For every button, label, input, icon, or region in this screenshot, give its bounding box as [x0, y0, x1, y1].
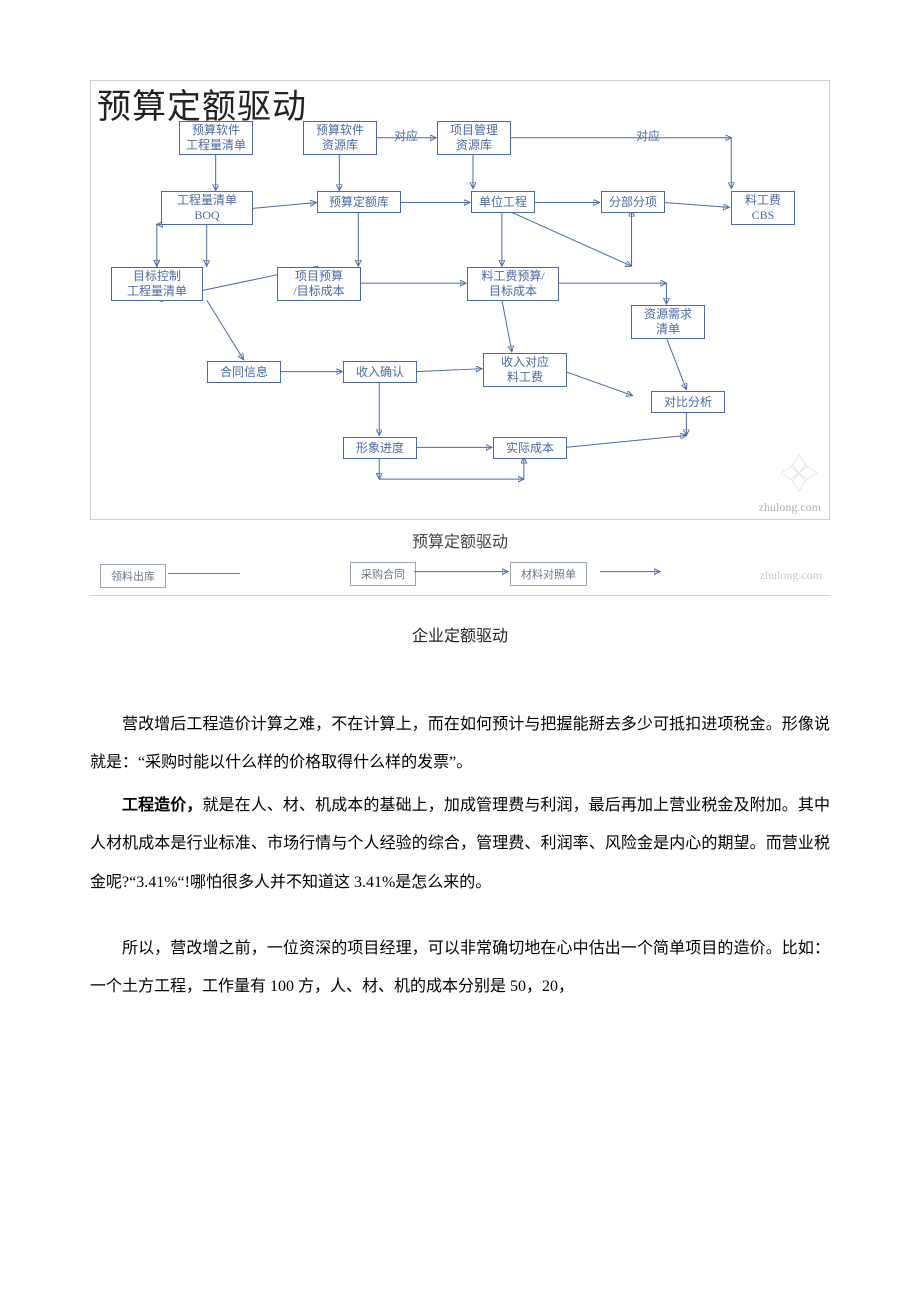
node-r3a: 目标控制 工程量清单 — [111, 267, 203, 301]
node-r2c: 单位工程 — [471, 191, 535, 213]
strip-node-b: 采购合同 — [350, 562, 416, 586]
node-r3b: 项目预算 /目标成本 — [277, 267, 361, 301]
flowchart-strip: 领料出库 采购合同 材料对照单 zhulong.com — [90, 556, 830, 596]
strip-caption: 预算定额驱动 — [90, 528, 830, 552]
caption-enterprise-quota: 企业定额驱动 — [90, 622, 830, 646]
strip-node-a: 领料出库 — [100, 564, 166, 588]
node-r1c: 项目管理 资源库 — [437, 121, 511, 155]
node-r7b: 实际成本 — [493, 437, 567, 459]
paragraph-3: 所以，营改增之前，一位资深的项目经理，可以非常确切地在心中估出一个简单项目的造价… — [90, 930, 830, 1007]
paragraph-2: 工程造价，就是在人、材、机成本的基础上，加成管理费与利润，最后再加上营业税金及附… — [90, 787, 830, 902]
flowchart-budget-quota: 预算定额驱动 预算软件 工程量清单预算软件 资源库对应项目管理 资源库对应工程量… — [90, 80, 830, 520]
node-r5b: 收入确认 — [343, 361, 417, 383]
node-r1b: 预算软件 资源库 — [303, 121, 377, 155]
node-r6a: 对比分析 — [651, 391, 725, 413]
paragraph-1: 营改增后工程造价计算之难，不在计算上，而在如何预计与把握能掰去多少可抵扣进项税金… — [90, 706, 830, 783]
node-r5a: 合同信息 — [207, 361, 281, 383]
watermark-icon — [779, 453, 819, 493]
watermark-text: zhulong.com — [759, 500, 821, 515]
strip-arrows — [90, 556, 830, 595]
node-r2d: 分部分项 — [601, 191, 665, 213]
node-r2a: 工程量清单 BOQ — [161, 191, 253, 225]
node-r1_lbl2: 对应 — [631, 129, 665, 143]
node-r1_lbl1: 对应 — [389, 129, 423, 143]
node-r4a: 资源需求 清单 — [631, 305, 705, 339]
node-r5c: 收入对应 料工费 — [483, 353, 567, 387]
node-r1a: 预算软件 工程量清单 — [179, 121, 253, 155]
node-r3c: 料工费预算/ 目标成本 — [467, 267, 559, 301]
paragraph-2-lead: 工程造价， — [122, 797, 202, 814]
node-r7a: 形象进度 — [343, 437, 417, 459]
node-r2e: 料工费 CBS — [731, 191, 795, 225]
strip-node-c: 材料对照单 — [510, 562, 587, 586]
node-r2b: 预算定额库 — [317, 191, 401, 213]
strip-watermark: zhulong.com — [760, 568, 822, 583]
